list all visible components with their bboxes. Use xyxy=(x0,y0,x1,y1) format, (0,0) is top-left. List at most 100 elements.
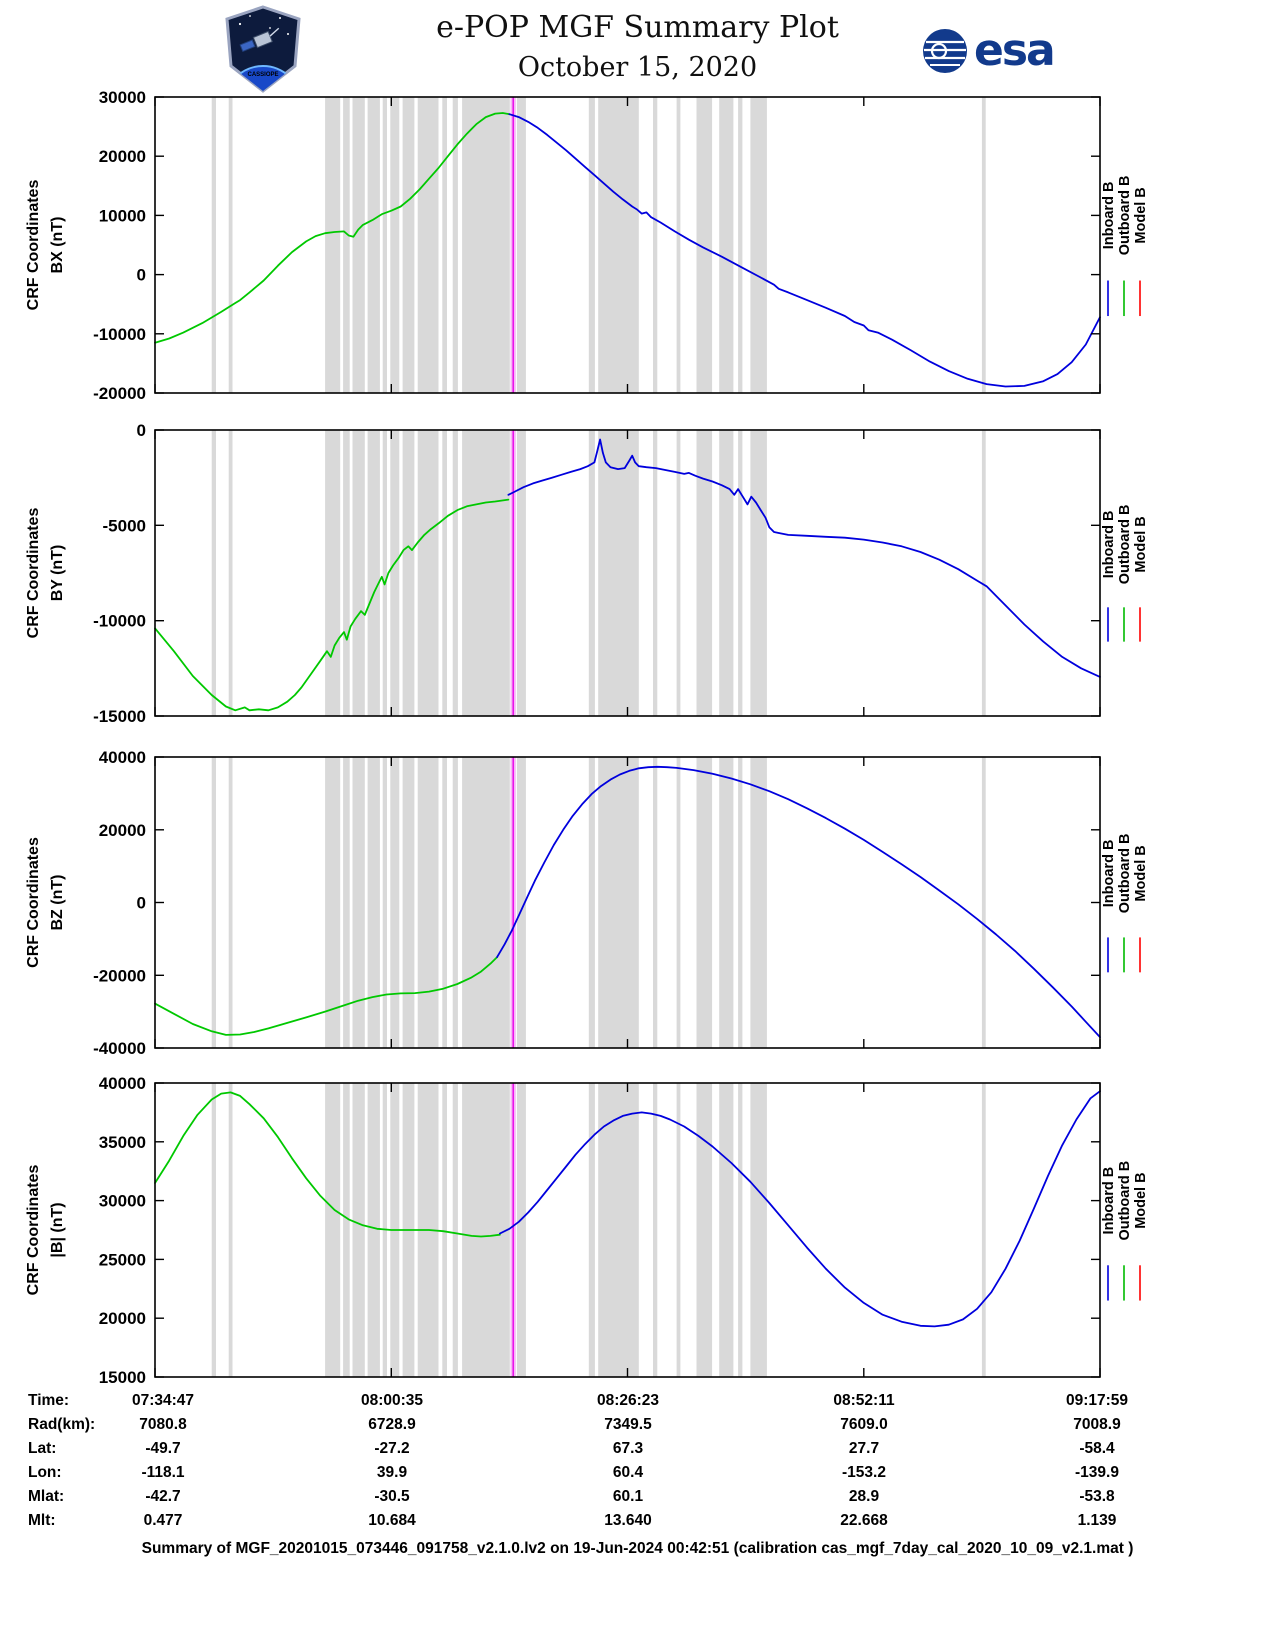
y-tick-label: -10000 xyxy=(93,612,146,631)
series-inboard-b xyxy=(496,765,1101,1039)
chart-panel-bmag: 40000 35000 30000 25000 20000 15000 CRF Coordi… xyxy=(25,1074,1149,1387)
table-cell: 22.668 xyxy=(840,1512,888,1529)
shaded-band xyxy=(382,757,387,1048)
y-tick-label: -10000 xyxy=(93,325,146,344)
y-tick-label: 40000 xyxy=(99,1074,146,1093)
y-tick-label: 25000 xyxy=(99,1250,146,1269)
shaded-band xyxy=(382,430,387,716)
shaded-band xyxy=(676,1083,681,1377)
shaded-band xyxy=(588,430,595,716)
shaded-band xyxy=(516,757,526,1048)
table-cell: 09:17:59 xyxy=(1065,1392,1129,1409)
shaded-band xyxy=(382,97,387,393)
shaded-band xyxy=(462,97,510,393)
table-row: Lat: -49.7 -27.2 67.3 27.7 -58.4 xyxy=(0,1440,1275,1462)
legend-label-outboard-b: Outboard B xyxy=(1117,176,1133,256)
shaded-band xyxy=(516,1083,526,1377)
shaded-band xyxy=(653,97,658,393)
plot-date: October 15, 2020 xyxy=(517,52,758,83)
shaded-band xyxy=(325,97,341,393)
legend-label-inboard-b: Inboard B xyxy=(1101,182,1117,250)
y-tick-label: -20000 xyxy=(93,384,146,403)
shaded-band xyxy=(452,97,458,393)
shaded-band xyxy=(738,430,743,716)
shaded-band xyxy=(738,757,743,1048)
shaded-band xyxy=(981,1083,986,1377)
table-row-label: Mlat: xyxy=(28,1488,65,1505)
series-outboard-b xyxy=(154,956,499,1036)
shaded-band xyxy=(452,1083,458,1377)
shaded-band xyxy=(598,430,639,716)
shaded-band xyxy=(981,430,986,716)
table-cell: 7080.8 xyxy=(139,1416,187,1433)
shaded-band xyxy=(352,757,365,1048)
shaded-band xyxy=(343,1083,350,1377)
y-tick-label: 10000 xyxy=(99,206,146,225)
shaded-band xyxy=(325,1083,341,1377)
shaded-band xyxy=(452,757,458,1048)
esa-globe-icon xyxy=(923,29,967,73)
y-tick-label: 35000 xyxy=(99,1133,146,1152)
shaded-band xyxy=(402,430,415,716)
table-cell: -27.2 xyxy=(374,1440,410,1457)
table-row: Time: 07:34:47 08:00:35 08:26:23 08:52:11 09:… xyxy=(0,1392,1275,1414)
shaded-band xyxy=(516,97,526,393)
y-axis-label-line1: CRF Coordinates xyxy=(25,180,42,311)
shaded-band xyxy=(367,97,380,393)
shaded-band xyxy=(981,97,986,393)
shaded-band xyxy=(598,1083,639,1377)
shaded-band xyxy=(696,430,713,716)
y-tick-label: 0 xyxy=(137,894,146,913)
y-axis-label-line2: BY (nT) xyxy=(49,545,66,602)
shaded-band xyxy=(598,757,639,1048)
shaded-band xyxy=(367,430,380,716)
table-row: Rad(km): 7080.8 6728.9 7349.5 7609.0 7008.9 xyxy=(0,1416,1275,1438)
shaded-band xyxy=(343,97,350,393)
y-axis-label-line2: BZ (nT) xyxy=(49,875,66,931)
shaded-band xyxy=(211,97,216,393)
patch-mission-label: CASSIOPE xyxy=(247,72,278,78)
table-cell: 0.477 xyxy=(143,1512,183,1529)
shaded-band xyxy=(653,757,658,1048)
legend-label-model-b: Model B xyxy=(1133,187,1149,243)
shaded-band xyxy=(442,430,447,716)
shaded-band xyxy=(417,757,439,1048)
shaded-band xyxy=(390,430,400,716)
shaded-band xyxy=(402,757,415,1048)
shaded-band xyxy=(750,430,767,716)
shaded-band xyxy=(352,97,365,393)
table-cell: -139.9 xyxy=(1075,1464,1119,1481)
shaded-band xyxy=(402,97,415,393)
series-inboard-b xyxy=(507,438,1101,678)
shaded-band xyxy=(719,757,734,1048)
shaded-band xyxy=(367,1083,380,1377)
table-cell: 6728.9 xyxy=(368,1416,416,1433)
table-cell: 08:00:35 xyxy=(360,1392,424,1409)
table-cell: -49.7 xyxy=(145,1440,181,1457)
shaded-band xyxy=(462,757,510,1048)
series-outboard-b xyxy=(154,498,510,712)
legend-label-inboard-b: Inboard B xyxy=(1101,840,1117,908)
table-row-label: Lon: xyxy=(28,1464,62,1481)
shaded-band xyxy=(750,1083,767,1377)
shaded-band xyxy=(452,430,458,716)
y-tick-label: -5000 xyxy=(103,516,146,535)
shaded-band xyxy=(417,97,439,393)
shaded-band xyxy=(719,430,734,716)
shaded-band xyxy=(228,1083,233,1377)
shaded-band xyxy=(325,757,341,1048)
table-row: Lon: -118.1 39.9 60.4 -153.2 -139.9 xyxy=(0,1464,1275,1486)
series-inboard-b xyxy=(508,113,1101,388)
shaded-band xyxy=(211,430,216,716)
y-tick-label: 30000 xyxy=(99,88,146,107)
shaded-band xyxy=(676,430,681,716)
y-tick-label: 15000 xyxy=(99,1368,146,1387)
table-cell: 7349.5 xyxy=(604,1416,652,1433)
shaded-band xyxy=(442,1083,447,1377)
legend-label-model-b: Model B xyxy=(1133,516,1149,572)
shaded-band xyxy=(390,97,400,393)
shaded-band xyxy=(676,97,681,393)
table-row-label: Time: xyxy=(28,1392,70,1409)
table-cell: 10.684 xyxy=(368,1512,416,1529)
